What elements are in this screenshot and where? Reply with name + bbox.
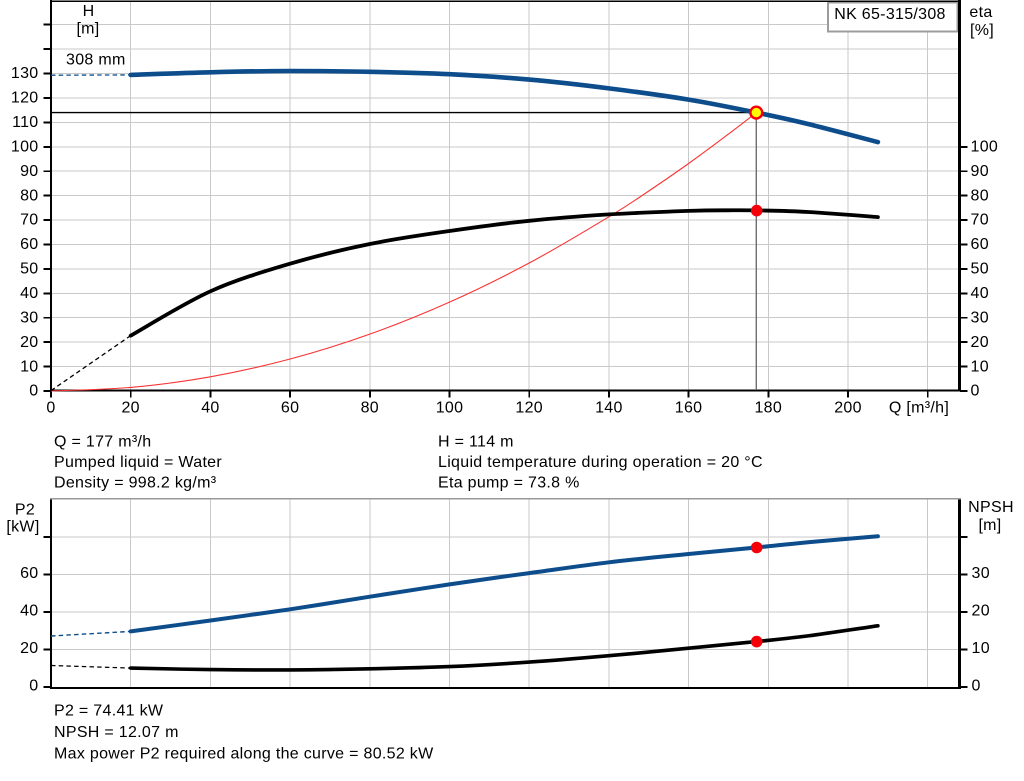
svg-text:80: 80	[971, 187, 989, 204]
svg-text:P2: P2	[15, 502, 35, 519]
svg-text:10: 10	[20, 358, 38, 375]
svg-text:NPSH = 12.07 m: NPSH = 12.07 m	[54, 724, 179, 741]
svg-text:140: 140	[595, 399, 623, 416]
svg-text:60: 60	[971, 236, 989, 253]
svg-text:60: 60	[20, 236, 38, 253]
svg-text:H: H	[83, 3, 95, 20]
svg-text:40: 40	[971, 285, 989, 302]
svg-text:Q [m³/h]: Q [m³/h]	[889, 399, 949, 416]
svg-text:Pumped liquid = Water: Pumped liquid = Water	[54, 454, 222, 471]
svg-text:NPSH: NPSH	[968, 499, 1014, 516]
svg-text:80: 80	[361, 399, 379, 416]
svg-text:[%]: [%]	[970, 22, 994, 39]
svg-text:80: 80	[20, 187, 38, 204]
svg-text:Q = 177 m³/h: Q = 177 m³/h	[54, 434, 151, 451]
svg-text:120: 120	[11, 90, 39, 107]
svg-text:Eta pump = 73.8 %: Eta pump = 73.8 %	[438, 475, 580, 492]
svg-text:40: 40	[201, 399, 219, 416]
svg-text:70: 70	[971, 212, 989, 229]
svg-text:100: 100	[971, 138, 999, 155]
svg-text:90: 90	[971, 163, 989, 180]
svg-text:308 mm: 308 mm	[66, 52, 126, 69]
svg-text:H = 114 m: H = 114 m	[438, 434, 514, 451]
svg-text:200: 200	[834, 399, 862, 416]
svg-text:0: 0	[971, 383, 980, 400]
svg-text:20: 20	[121, 399, 139, 416]
svg-text:[m]: [m]	[76, 21, 99, 38]
svg-text:40: 40	[20, 603, 38, 620]
svg-text:0: 0	[29, 677, 38, 694]
svg-text:0: 0	[29, 383, 38, 400]
svg-text:160: 160	[675, 399, 703, 416]
svg-text:20: 20	[20, 640, 38, 657]
svg-text:30: 30	[971, 309, 989, 326]
svg-text:50: 50	[20, 261, 38, 278]
svg-text:20: 20	[971, 334, 989, 351]
svg-text:Max power P2 required along th: Max power P2 required along the curve = …	[54, 746, 434, 763]
svg-text:20: 20	[972, 603, 990, 620]
svg-text:60: 60	[281, 399, 299, 416]
svg-text:0: 0	[46, 399, 55, 416]
svg-text:50: 50	[971, 261, 989, 278]
svg-text:0: 0	[972, 677, 981, 694]
svg-text:40: 40	[20, 285, 38, 302]
svg-text:[m]: [m]	[978, 517, 1001, 534]
svg-text:60: 60	[20, 565, 38, 582]
svg-text:NK 65-315/308: NK 65-315/308	[834, 6, 946, 23]
svg-text:120: 120	[515, 399, 543, 416]
svg-text:100: 100	[11, 138, 39, 155]
svg-text:70: 70	[20, 212, 38, 229]
svg-text:[kW]: [kW]	[6, 518, 39, 535]
svg-text:Liquid temperature during oper: Liquid temperature during operation = 20…	[438, 454, 763, 471]
svg-text:10: 10	[971, 358, 989, 375]
svg-text:20: 20	[20, 334, 38, 351]
svg-text:30: 30	[972, 565, 990, 582]
svg-text:130: 130	[11, 65, 39, 82]
svg-text:P2 = 74.41 kW: P2 = 74.41 kW	[54, 703, 164, 720]
svg-text:100: 100	[436, 399, 464, 416]
svg-text:90: 90	[20, 163, 38, 180]
svg-text:180: 180	[754, 399, 782, 416]
svg-text:110: 110	[12, 114, 38, 131]
svg-text:Density = 998.2 kg/m³: Density = 998.2 kg/m³	[54, 475, 217, 492]
svg-text:eta: eta	[969, 4, 992, 21]
svg-text:10: 10	[972, 640, 990, 657]
svg-text:30: 30	[20, 309, 38, 326]
